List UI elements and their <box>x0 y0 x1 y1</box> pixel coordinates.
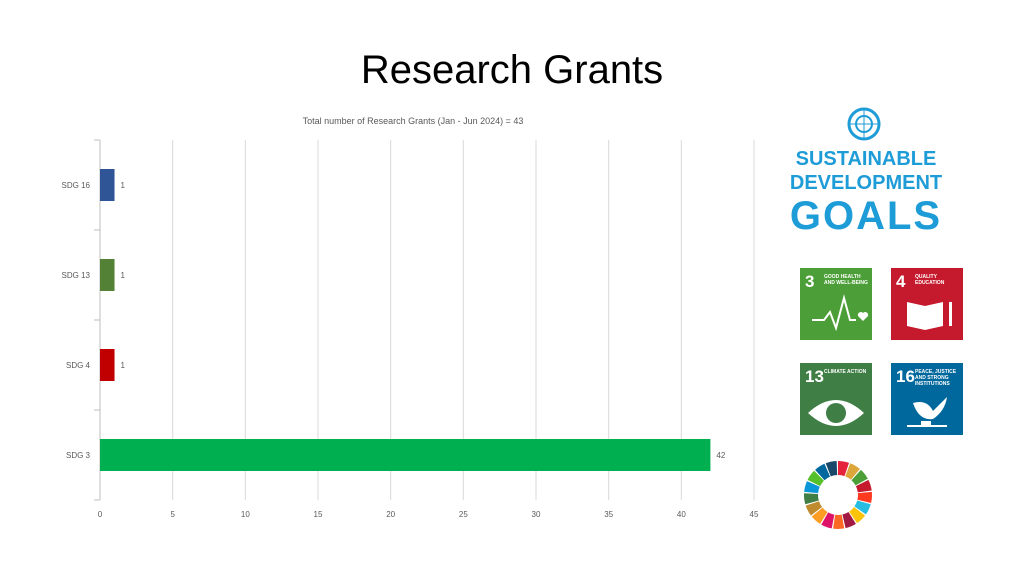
x-tick-label: 10 <box>241 510 250 519</box>
x-tick-label: 40 <box>677 510 686 519</box>
tile-number: 13 <box>805 367 824 386</box>
sdg-tile-13: 13 CLIMATE ACTION <box>800 363 872 435</box>
x-tick-label: 30 <box>532 510 541 519</box>
sdg-tile-16: 16 PEACE, JUSTICE AND STRONG INSTITUTIONS <box>891 363 963 435</box>
wheel-segment <box>804 481 820 494</box>
data-label: 1 <box>121 361 126 370</box>
wheel-segment <box>815 463 831 481</box>
tile-label: CLIMATE ACTION <box>824 369 867 375</box>
wheel-segment <box>855 479 872 493</box>
book-icon <box>907 302 952 330</box>
wheel-segment <box>854 500 871 515</box>
data-label: 1 <box>121 271 126 280</box>
logo-line-2: DEVELOPMENT <box>789 172 943 194</box>
page-title: Research Grants <box>360 48 664 92</box>
wheel-segment <box>811 507 828 524</box>
bar-sdg-3 <box>100 439 711 471</box>
tile-label: QUALITY EDUCATION <box>915 274 945 286</box>
dove-icon <box>907 397 947 427</box>
x-tick-label: 0 <box>98 510 103 519</box>
tile-number: 4 <box>896 272 906 291</box>
logo-line-1: SUSTAINABLE <box>795 148 937 170</box>
x-tick-label: 5 <box>170 510 175 519</box>
y-category-label: SDG 3 <box>66 451 91 460</box>
bar-sdg-13 <box>100 259 115 291</box>
sdg-tile-3: 3 GOOD HEALTH AND WELL-BEING <box>800 268 872 340</box>
x-tick-label: 20 <box>386 510 395 519</box>
tile-number: 3 <box>805 272 815 291</box>
x-tick-label: 35 <box>604 510 613 519</box>
y-category-label: SDG 4 <box>66 361 91 370</box>
tile-label: PEACE, JUSTICE AND STRONG INSTITUTIONS <box>915 369 957 387</box>
heartbeat-icon <box>812 294 869 332</box>
logo-line-3: GOALS <box>789 194 943 238</box>
bar-chart: Total number of Research Grants (Jan - J… <box>62 116 759 519</box>
wheel-segment <box>851 469 868 486</box>
x-tick-label: 15 <box>314 510 323 519</box>
wheel-segment <box>849 507 866 524</box>
data-label: 1 <box>121 181 126 190</box>
bar-sdg-16 <box>100 169 115 201</box>
wheel-segment <box>833 514 845 529</box>
eye-globe-icon <box>808 400 864 426</box>
wheel-segment <box>821 512 835 529</box>
sdg-tile-4: 4 QUALITY EDUCATION <box>891 268 963 340</box>
sdg-wheel-icon <box>804 461 872 529</box>
x-tick-label: 25 <box>459 510 468 519</box>
wheel-segment <box>804 493 819 505</box>
bar-sdg-4 <box>100 349 115 381</box>
chart-title: Total number of Research Grants (Jan - J… <box>303 116 524 126</box>
x-tick-label: 45 <box>750 510 759 519</box>
tile-number: 16 <box>896 367 915 386</box>
wheel-segment <box>845 463 860 480</box>
data-label: 42 <box>716 451 725 460</box>
un-emblem-icon <box>847 107 881 141</box>
wheel-segment <box>805 501 823 516</box>
tile-label: GOOD HEALTH AND WELL-BEING <box>824 274 868 286</box>
y-category-label: SDG 16 <box>62 181 91 190</box>
wheel-segment <box>838 461 850 477</box>
sdg-logo: SUSTAINABLE DEVELOPMENT GOALS <box>778 100 950 242</box>
wheel-segment <box>842 512 856 529</box>
wheel-segment <box>825 461 838 477</box>
wheel-segment <box>807 470 824 487</box>
y-category-label: SDG 13 <box>62 271 91 280</box>
wheel-segment <box>857 491 872 503</box>
